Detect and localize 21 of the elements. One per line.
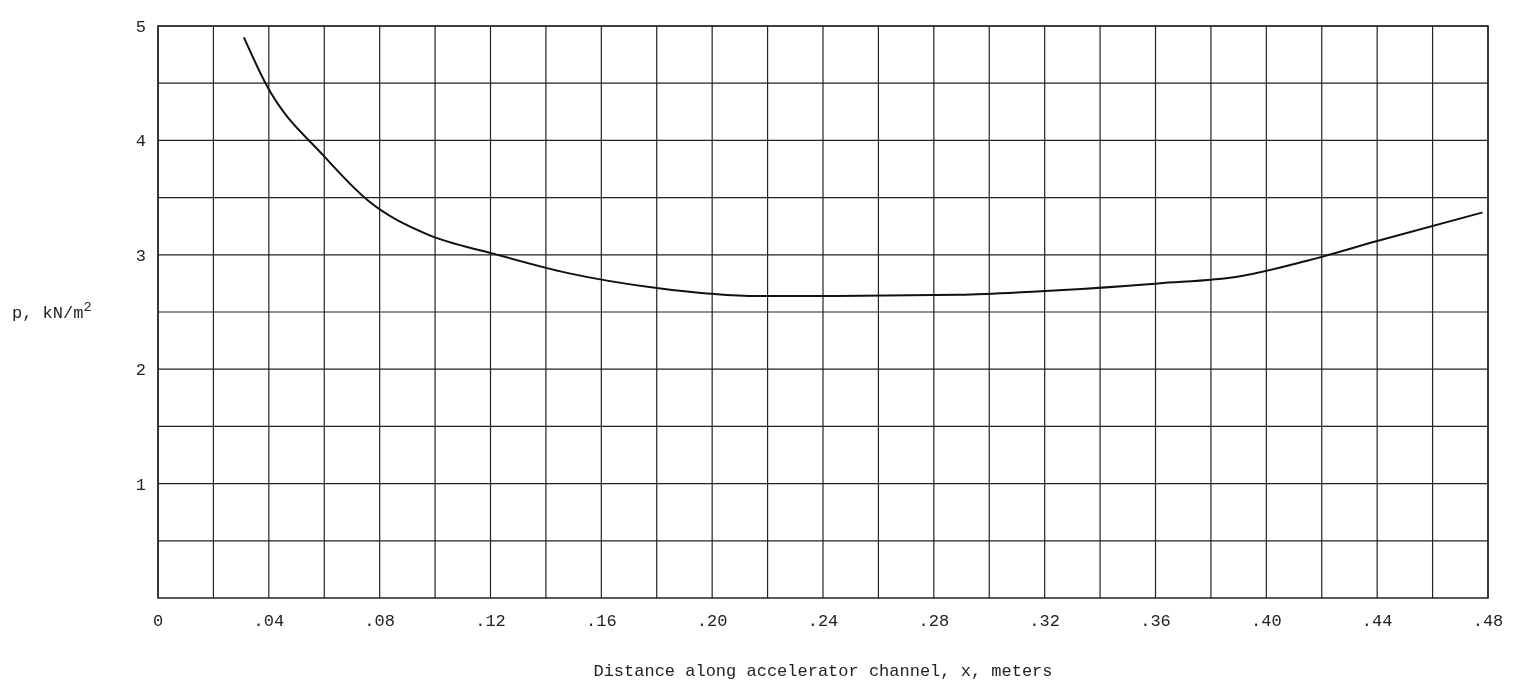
- x-tick-label: .24: [807, 612, 839, 631]
- y-tick-label: 5: [135, 18, 146, 37]
- x-tick-label: .36: [1140, 612, 1171, 631]
- x-tick-label: .04: [253, 612, 285, 631]
- y-tick-label: 3: [135, 246, 146, 266]
- x-axis-title: Distance along accelerator channel, x, meters: [593, 662, 1053, 681]
- x-tick-label: .48: [1472, 612, 1504, 631]
- x-tick-label: .40: [1251, 612, 1282, 631]
- x-tick-label: .08: [364, 612, 395, 631]
- x-tick-label: 0: [152, 612, 164, 631]
- line-series: [242, 36, 1484, 297]
- y-tick-label: 1: [135, 475, 146, 495]
- y-axis-title: p, kN/m$^{2}$: [12, 299, 92, 323]
- x-tick-label: .28: [918, 612, 950, 631]
- y-tick-label: 4: [135, 132, 146, 152]
- x-tick-label: .20: [696, 612, 728, 631]
- x-tick-label: .44: [1361, 612, 1393, 631]
- x-tick-label: .32: [1029, 612, 1060, 631]
- x-tick-label: .16: [586, 612, 617, 631]
- x-tick-label: .12: [475, 612, 506, 631]
- y-tick-label: 2: [135, 361, 146, 381]
